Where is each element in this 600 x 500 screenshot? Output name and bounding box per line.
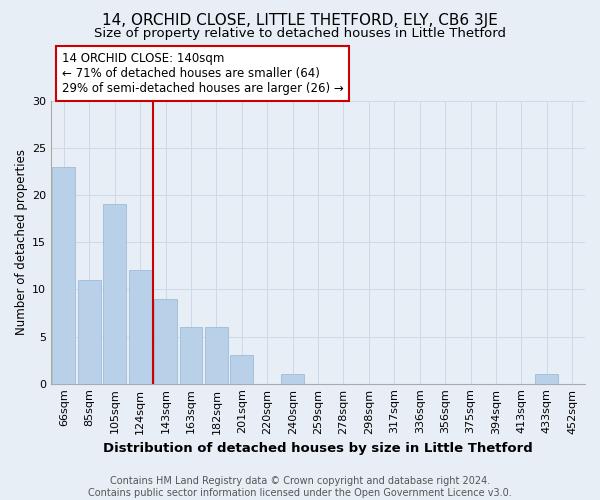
Bar — [230, 356, 253, 384]
Bar — [103, 204, 126, 384]
Bar — [535, 374, 559, 384]
Bar — [179, 327, 202, 384]
Bar — [281, 374, 304, 384]
Text: 14, ORCHID CLOSE, LITTLE THETFORD, ELY, CB6 3JE: 14, ORCHID CLOSE, LITTLE THETFORD, ELY, … — [102, 12, 498, 28]
Text: Contains HM Land Registry data © Crown copyright and database right 2024.
Contai: Contains HM Land Registry data © Crown c… — [88, 476, 512, 498]
Bar — [205, 327, 228, 384]
Text: Size of property relative to detached houses in Little Thetford: Size of property relative to detached ho… — [94, 28, 506, 40]
X-axis label: Distribution of detached houses by size in Little Thetford: Distribution of detached houses by size … — [103, 442, 533, 455]
Bar — [52, 166, 76, 384]
Bar — [128, 270, 152, 384]
Y-axis label: Number of detached properties: Number of detached properties — [15, 149, 28, 335]
Bar — [78, 280, 101, 384]
Text: 14 ORCHID CLOSE: 140sqm
← 71% of detached houses are smaller (64)
29% of semi-de: 14 ORCHID CLOSE: 140sqm ← 71% of detache… — [62, 52, 344, 95]
Bar — [154, 299, 177, 384]
